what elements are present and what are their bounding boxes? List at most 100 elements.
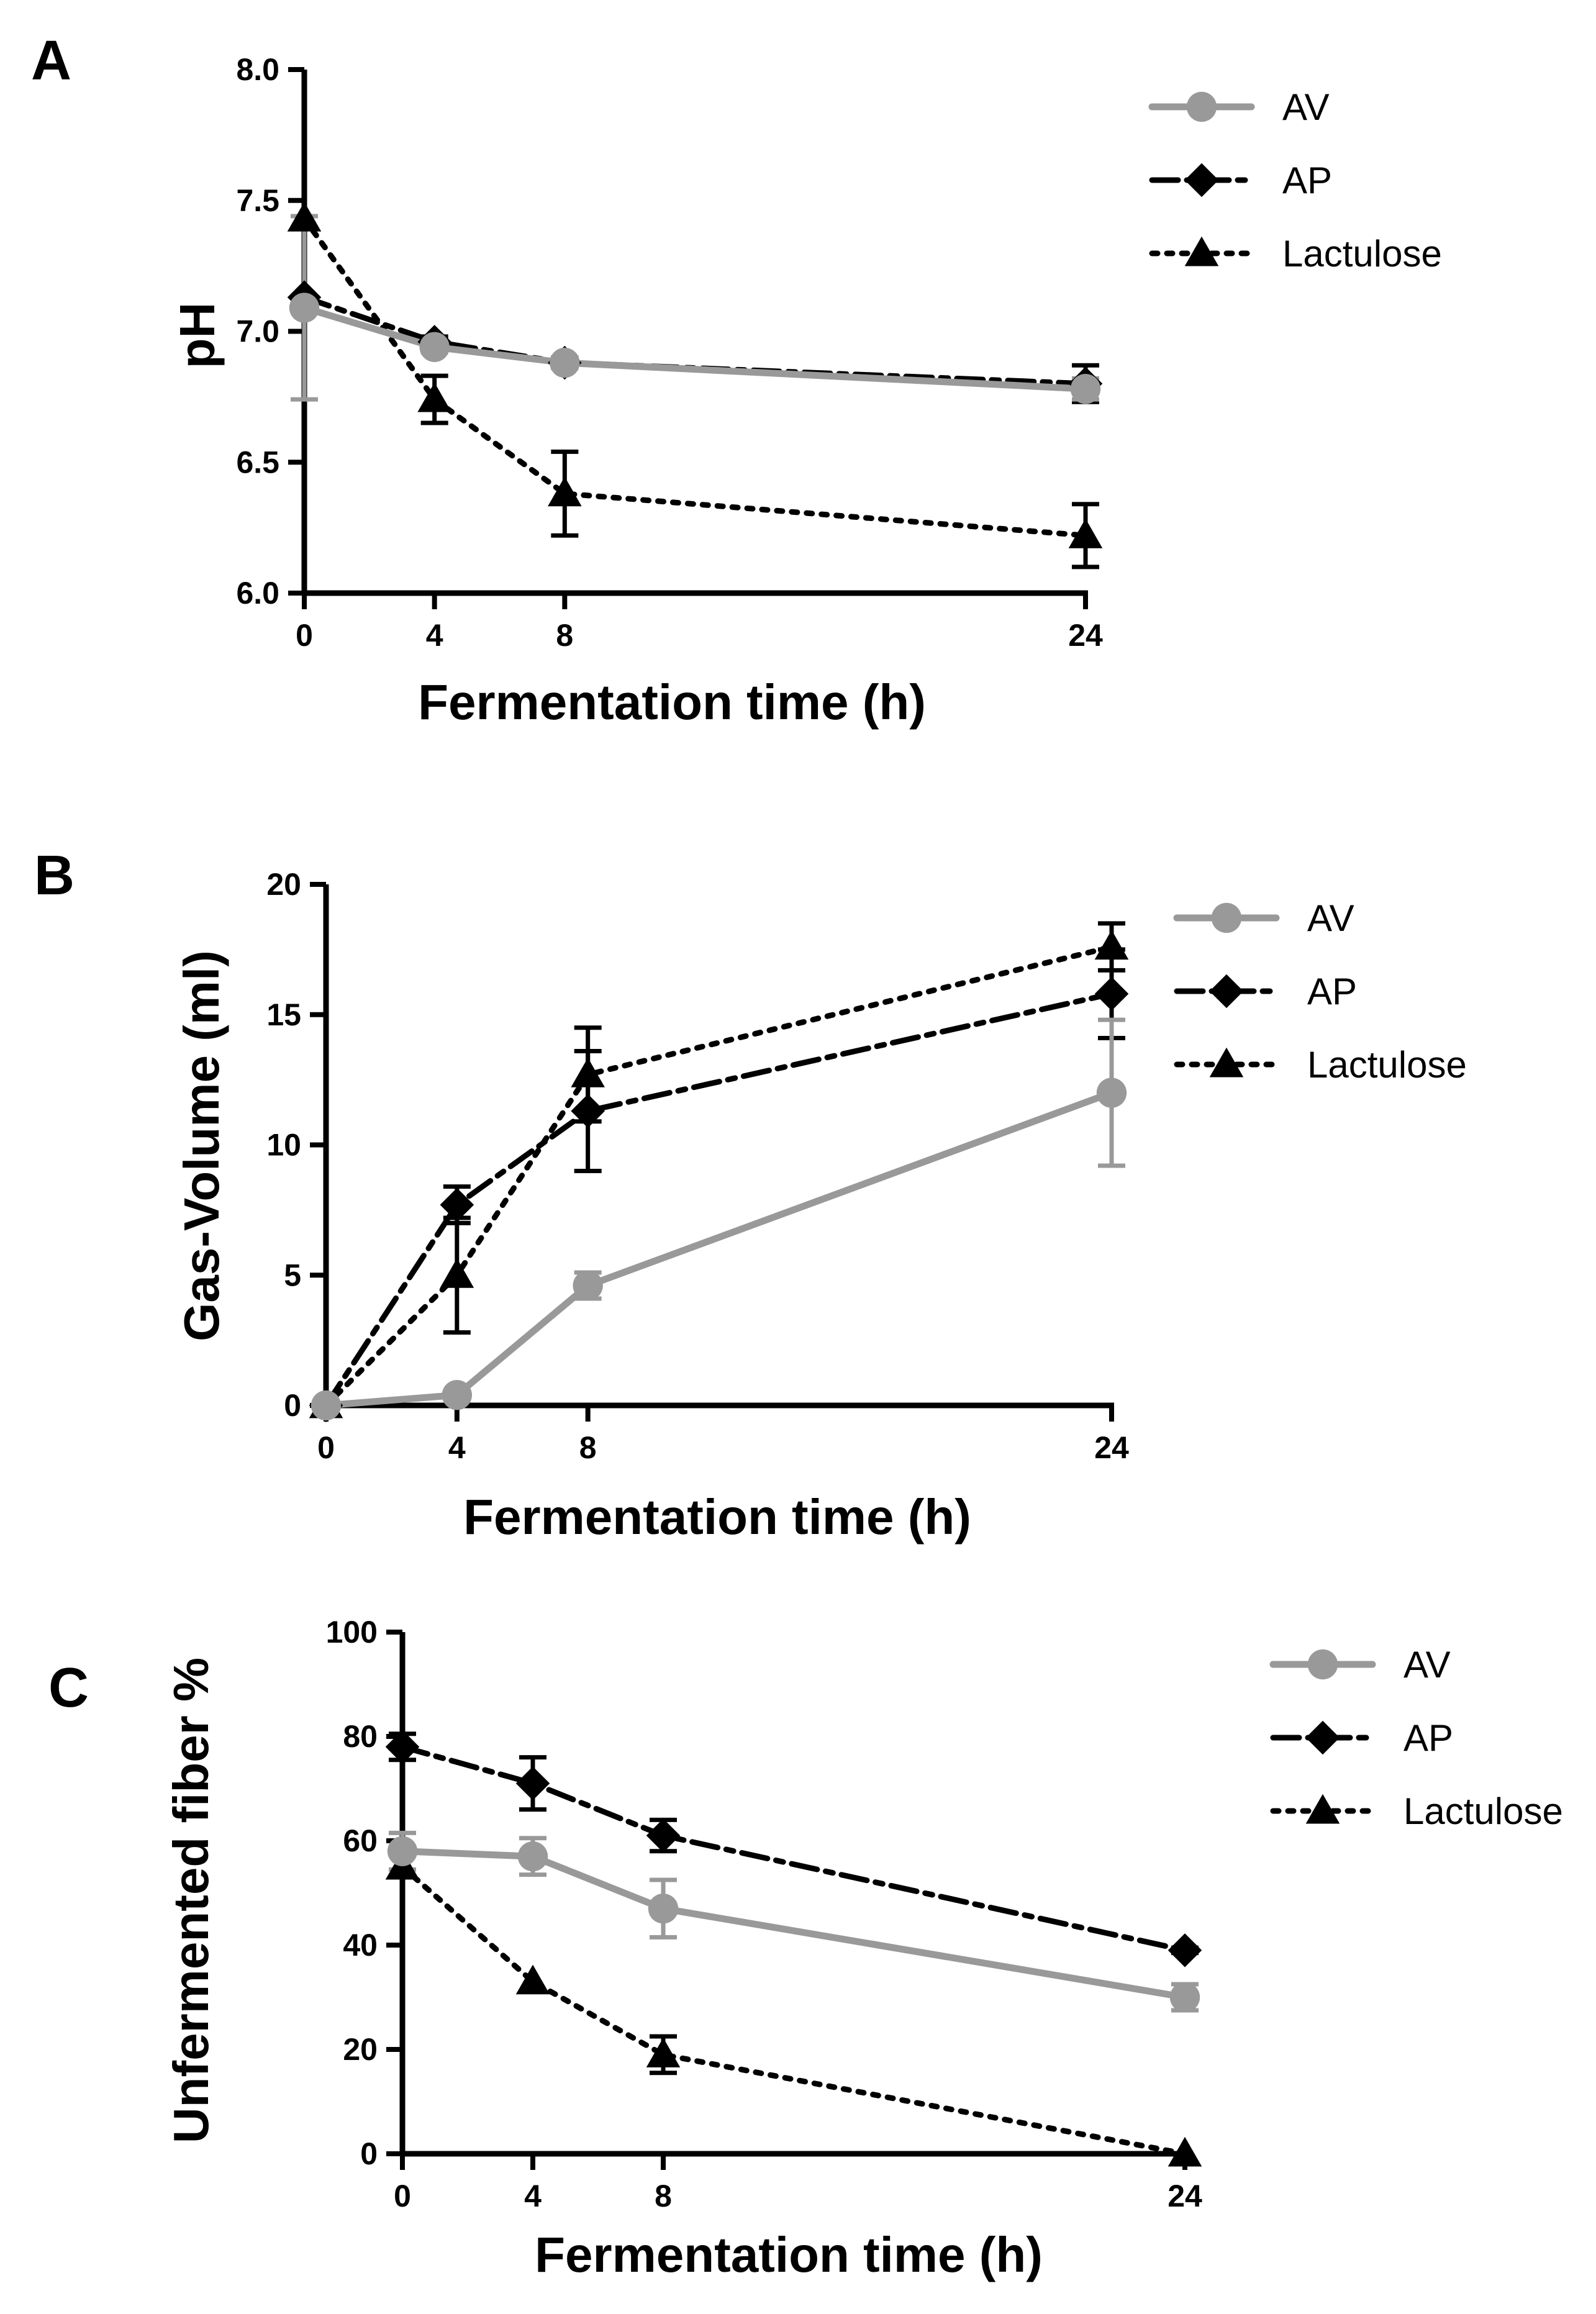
x-tick-label: 24 — [1094, 1430, 1129, 1465]
axes: 0 20 40 60 80 100 0 4 8 24 — [326, 1615, 1202, 2213]
data-point-lactulose — [548, 476, 582, 507]
data-point-lactulose — [646, 2038, 681, 2067]
data-point-ap — [440, 1187, 474, 1222]
legend-marker-diamond — [1209, 974, 1244, 1009]
y-tick-label: 20 — [266, 867, 301, 902]
legend-label: Lactulose — [1307, 1044, 1467, 1086]
x-tick-label: 0 — [394, 2179, 411, 2213]
data-point-lactulose — [1094, 930, 1129, 960]
legend-item-ap: AP — [1149, 160, 1332, 201]
data-point-lactulose — [287, 201, 322, 232]
data-point-lactulose — [1068, 518, 1103, 548]
series-line-av — [301, 304, 1089, 392]
x-axis-title: Fermentation time (h) — [463, 1489, 971, 1545]
plot-area — [287, 201, 1103, 569]
y-tick-label: 5 — [284, 1258, 301, 1292]
x-tick-label: 24 — [1068, 618, 1103, 653]
y-tick-label: 0 — [284, 1388, 301, 1423]
plot-area — [385, 1730, 1202, 2167]
x-tick-label: 4 — [426, 618, 443, 653]
data-point-av — [648, 1894, 679, 1924]
data-point-av — [573, 1270, 603, 1301]
legend-label: Lactulose — [1403, 1790, 1563, 1832]
data-point-ap — [571, 1094, 605, 1128]
data-point-ap — [385, 1730, 420, 1764]
x-tick-label: 8 — [655, 2179, 672, 2213]
x-tick-label: 4 — [448, 1430, 466, 1465]
legend-label: AP — [1403, 1717, 1453, 1759]
legend-marker-circle — [1307, 1649, 1338, 1680]
series-line-lactulose — [399, 1864, 1188, 2157]
y-tick-label: 7.5 — [236, 183, 279, 218]
legend: AV AP Lactulose — [1173, 897, 1467, 1086]
data-point-lactulose — [417, 382, 451, 412]
y-tick-label: 100 — [326, 1615, 378, 1649]
x-tick-label: 4 — [524, 2179, 542, 2213]
y-tick-label: 6.0 — [236, 576, 279, 610]
data-point-av — [442, 1380, 473, 1410]
legend-marker-circle — [1186, 91, 1217, 122]
y-tick-label: 8.0 — [236, 52, 279, 87]
y-axis-title: Gas-Volume (ml) — [174, 950, 229, 1341]
legend-marker-triangle — [1184, 236, 1219, 266]
axes: 6.0 6.5 7.0 7.5 8.0 0 4 8 24 — [236, 52, 1103, 653]
legend-item-ap: AP — [1174, 971, 1357, 1012]
x-axis-title: Fermentation time (h) — [418, 674, 926, 730]
legend: AV AP Lactulose — [1269, 1644, 1563, 1832]
legend-item-av: AV — [1173, 897, 1354, 939]
data-point-av — [289, 293, 320, 323]
x-tick-label: 24 — [1168, 2179, 1202, 2213]
legend-label: AV — [1307, 897, 1354, 939]
legend: AV AP Lactulose — [1148, 86, 1442, 275]
data-point-ap — [515, 1766, 550, 1800]
legend-item-ap: AP — [1270, 1717, 1453, 1759]
y-tick-label: 6.5 — [236, 445, 279, 479]
series-line-ap — [399, 1744, 1188, 1953]
data-point-lactulose — [571, 1057, 605, 1087]
x-tick-label: 0 — [296, 618, 313, 653]
legend-item-lactulose: Lactulose — [1149, 233, 1442, 275]
data-point-av — [387, 1836, 418, 1866]
axes: 0 5 10 15 20 0 4 8 24 — [266, 867, 1129, 1465]
legend-marker-diamond — [1305, 1720, 1340, 1755]
x-tick-label: 8 — [556, 618, 573, 653]
y-axis-title: pH — [170, 302, 225, 369]
y-axis-title: Unfermented fiber % — [163, 1658, 219, 2143]
data-point-lactulose — [440, 1258, 474, 1288]
y-tick-label: 20 — [343, 2032, 378, 2067]
data-point-lactulose — [515, 1964, 550, 1995]
legend-label: AV — [1282, 86, 1330, 128]
legend-marker-circle — [1211, 902, 1242, 933]
series-line-av — [322, 1089, 1115, 1409]
panel-b: B Gas-Volume (ml) Fermentation time (h) … — [34, 845, 1467, 1545]
legend-label: Lactulose — [1282, 233, 1442, 275]
y-tick-label: 10 — [266, 1128, 301, 1163]
data-point-ap — [1094, 976, 1129, 1011]
panel-c: C Unfermented fiber % Fermentation time … — [48, 1615, 1563, 2282]
data-point-ap — [1168, 1933, 1202, 1967]
data-point-av — [1169, 1982, 1200, 2013]
panel-letter-c: C — [48, 1657, 89, 1719]
plot-area — [309, 921, 1129, 1423]
series-line-lactulose — [323, 944, 1115, 1409]
legend-marker-triangle — [1305, 1794, 1340, 1824]
series-line-ap — [323, 991, 1115, 1409]
x-axis-title: Fermentation time (h) — [535, 2227, 1043, 2282]
data-point-av — [550, 347, 580, 378]
data-point-av — [419, 332, 450, 362]
y-tick-label: 15 — [266, 997, 301, 1032]
legend-label: AV — [1403, 1644, 1451, 1686]
data-point-av — [517, 1841, 548, 1872]
data-point-av — [311, 1390, 342, 1421]
panel-letter-a: A — [31, 30, 71, 92]
legend-marker-triangle — [1209, 1047, 1244, 1078]
x-tick-label: 8 — [579, 1430, 597, 1465]
data-point-av — [1070, 374, 1101, 404]
panel-letter-b: B — [34, 845, 75, 907]
y-tick-label: 7.0 — [236, 314, 279, 349]
data-point-av — [1096, 1078, 1127, 1108]
y-tick-label: 0 — [360, 2136, 378, 2171]
legend-item-lactulose: Lactulose — [1174, 1044, 1467, 1086]
legend-item-av: AV — [1269, 1644, 1451, 1686]
